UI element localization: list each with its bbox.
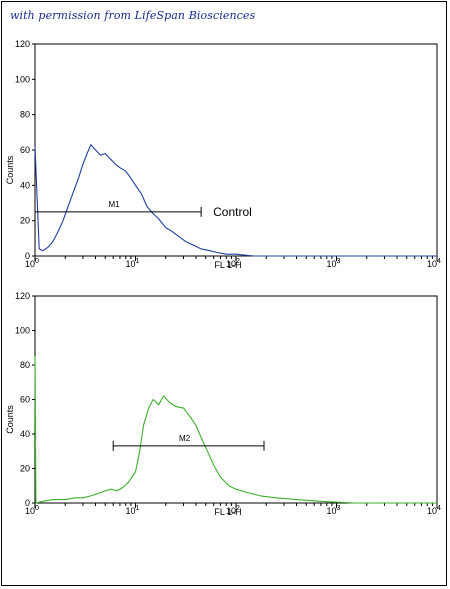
x-tick-label: 100 (25, 505, 39, 516)
y-tick-label: 80 (20, 110, 30, 120)
x-tick-label: 102 (226, 505, 240, 516)
y-tick-label: 20 (20, 464, 30, 474)
y-tick-label: 0 (25, 498, 30, 508)
gate-marker-label: M2 (179, 434, 191, 443)
x-tick-label: 104 (427, 505, 441, 516)
histogram-panel-1: 0 20 40 60 80 100 120 100 101 102 103 104 FL 1-H Coun… (5, 39, 441, 270)
y-axis-label: Counts (5, 155, 15, 184)
x-axis-label: FL 1-H (214, 507, 241, 517)
y-tick-label: 120 (15, 291, 30, 301)
y-tick-label: 60 (20, 145, 30, 155)
x-tick-label: 103 (327, 258, 341, 269)
plot-area (34, 295, 438, 504)
y-tick-label: 20 (20, 216, 30, 226)
histogram-panel-2: 0 20 40 60 80 100 120 100 101 102 103 104 FL 1-H Coun… (5, 291, 441, 517)
control-annotation: Control (213, 205, 252, 219)
y-tick-label: 0 (25, 251, 30, 261)
x-tick-label: 104 (427, 258, 441, 269)
x-tick-label: 102 (226, 258, 240, 269)
x-tick-label: 101 (126, 258, 140, 269)
x-axis-label: FL 1-H (214, 260, 241, 270)
histogram-series-1 (34, 144, 437, 257)
permission-watermark: with permission from LifeSpan Bioscience… (10, 9, 256, 22)
y-tick-label: 100 (15, 74, 30, 84)
y-tick-label: 40 (20, 429, 30, 439)
x-tick-label: 103 (327, 505, 341, 516)
y-tick-label: 100 (15, 326, 30, 336)
y-tick-label: 60 (20, 395, 30, 405)
y-tick-label: 80 (20, 360, 30, 370)
x-tick-label: 101 (126, 505, 140, 516)
y-tick-label: 120 (15, 39, 30, 49)
y-tick-label: 40 (20, 180, 30, 190)
histogram-series-1 (34, 356, 437, 504)
gate-marker-label: M1 (109, 200, 121, 209)
y-axis-label: Counts (5, 405, 15, 434)
x-tick-label: 100 (25, 258, 39, 269)
